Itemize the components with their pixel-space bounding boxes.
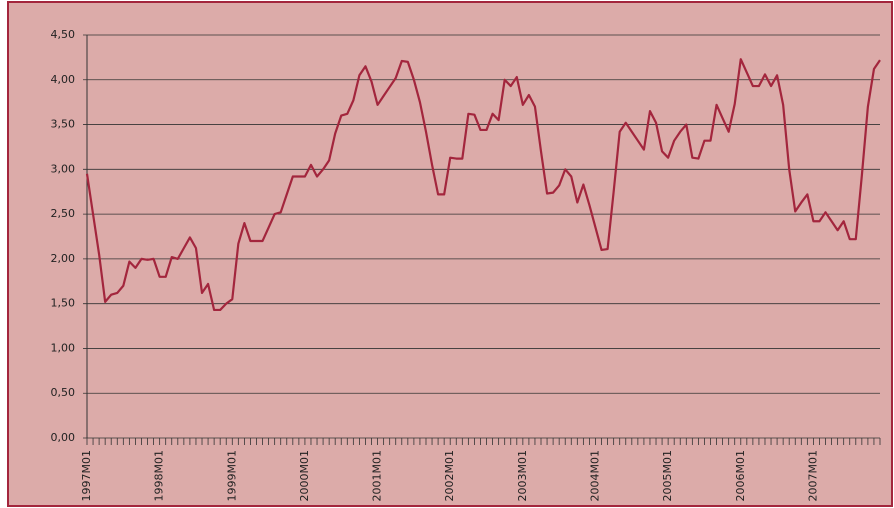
x-tick-label: 2003M01 [516, 450, 529, 501]
x-tick-label: 2006M01 [734, 450, 747, 501]
chart-background [7, 1, 893, 507]
x-tick-label: 1998M01 [153, 450, 166, 501]
x-tick-label: 1999M01 [225, 450, 238, 501]
x-tick-label: 1997M01 [80, 450, 93, 501]
x-tick-label: 2001M01 [371, 450, 384, 501]
x-tick-label: 2007M01 [806, 450, 819, 501]
y-tick-label: 3,50 [51, 118, 76, 131]
y-tick-label: 4,00 [51, 73, 76, 86]
y-tick-label: 0,00 [51, 431, 76, 444]
x-tick-label: 2004M01 [588, 450, 601, 501]
y-tick-label: 3,00 [51, 162, 76, 175]
y-tick-label: 1,00 [51, 341, 76, 354]
x-tick-label: 2005M01 [661, 450, 674, 501]
y-tick-label: 0,50 [51, 386, 76, 399]
y-tick-label: 1,50 [51, 297, 76, 310]
x-tick-label: 2002M01 [443, 450, 456, 501]
line-series [85, 58, 881, 312]
y-tick-label: 2,50 [51, 207, 76, 220]
y-tick-label: 2,00 [51, 252, 76, 265]
y-tick-label: 4,50 [51, 28, 76, 41]
x-tick-label: 2000M01 [298, 450, 311, 501]
